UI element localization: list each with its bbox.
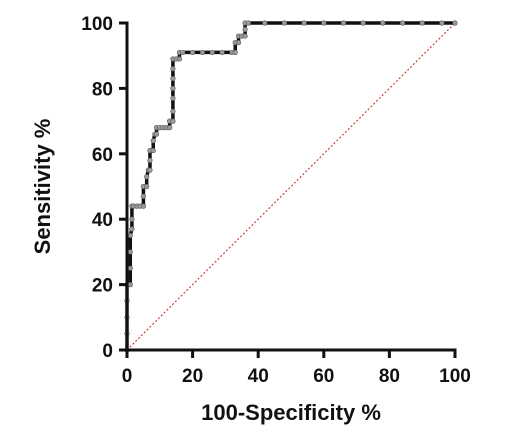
roc-point — [360, 20, 366, 26]
roc-point — [150, 138, 156, 144]
y-tick-label: 80 — [92, 79, 113, 100]
x-tick-label: 80 — [379, 366, 400, 387]
roc-point — [147, 167, 153, 173]
roc-point — [419, 20, 425, 26]
roc-point — [399, 20, 406, 26]
roc-point — [129, 216, 135, 222]
ticks: 0 20 40 60 80 100 0 20 40 60 80 100 — [81, 14, 471, 387]
roc-point — [199, 49, 206, 56]
roc-point — [219, 49, 225, 56]
roc-point — [439, 20, 445, 26]
roc-point — [190, 49, 196, 56]
roc-point — [380, 20, 386, 26]
roc-point — [301, 20, 307, 26]
x-tick-label: 20 — [182, 366, 203, 387]
roc-point — [235, 40, 242, 46]
roc-point — [147, 157, 153, 163]
roc-point — [262, 20, 268, 26]
roc-point — [144, 183, 150, 190]
roc-point — [140, 193, 146, 199]
roc-point — [129, 226, 135, 232]
y-tick-label: 0 — [102, 341, 113, 362]
roc-point — [281, 20, 288, 26]
axes — [125, 21, 457, 352]
reference-diagonal-line — [126, 22, 456, 351]
reference-diagonal-layer — [126, 22, 456, 351]
x-tick-label: 60 — [313, 366, 334, 387]
roc-point — [452, 20, 458, 26]
roc-point — [170, 95, 176, 101]
roc-point — [127, 249, 133, 255]
roc-point — [170, 66, 176, 72]
roc-point — [170, 118, 176, 124]
roc-point — [242, 26, 248, 33]
roc-point — [176, 56, 183, 62]
roc-point — [167, 125, 173, 131]
roc-points-layer — [124, 20, 458, 353]
roc-point — [170, 75, 176, 82]
roc-point — [209, 49, 215, 56]
x-axis-title: 100-Specificity % — [201, 400, 381, 425]
roc-point — [153, 131, 160, 137]
roc-point — [242, 33, 248, 39]
roc-point — [127, 232, 133, 239]
roc-point — [245, 20, 251, 26]
roc-point — [127, 282, 133, 288]
roc-point — [232, 49, 238, 56]
roc-point — [140, 203, 146, 209]
roc-point — [150, 147, 156, 154]
y-tick-label: 40 — [92, 210, 113, 231]
roc-point — [144, 174, 150, 180]
roc-point — [180, 49, 186, 56]
x-tick-label: 0 — [122, 366, 133, 387]
roc-point — [127, 265, 133, 271]
x-tick-label: 40 — [248, 366, 269, 387]
y-axis-title: Sensitivity % — [30, 119, 55, 255]
y-tick-label: 20 — [92, 276, 113, 297]
y-tick-label: 60 — [92, 145, 113, 166]
roc-point — [340, 20, 347, 26]
roc-point — [170, 85, 176, 91]
x-tick-label: 100 — [439, 366, 471, 387]
roc-point — [321, 20, 327, 26]
y-tick-label: 100 — [81, 14, 113, 35]
roc-point — [170, 108, 176, 114]
